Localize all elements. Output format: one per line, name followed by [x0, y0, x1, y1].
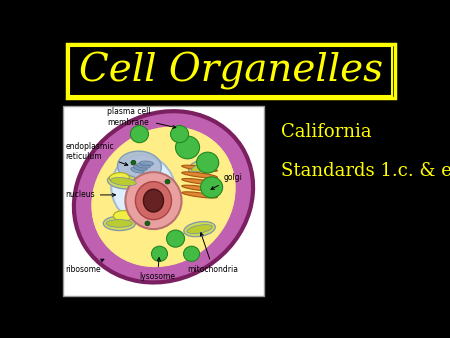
- Text: nucleus: nucleus: [65, 190, 116, 199]
- FancyBboxPatch shape: [69, 46, 392, 96]
- Ellipse shape: [108, 174, 139, 189]
- Text: endoplasmic
reticulum: endoplasmic reticulum: [65, 142, 128, 166]
- Ellipse shape: [126, 172, 181, 229]
- Ellipse shape: [111, 155, 176, 223]
- Ellipse shape: [182, 172, 217, 178]
- Text: lysosome: lysosome: [140, 258, 176, 281]
- Ellipse shape: [197, 152, 219, 173]
- Ellipse shape: [165, 179, 170, 184]
- Ellipse shape: [182, 185, 217, 191]
- Text: mitochondria: mitochondria: [188, 233, 239, 273]
- Ellipse shape: [104, 216, 135, 231]
- Ellipse shape: [145, 221, 150, 226]
- Ellipse shape: [189, 158, 219, 175]
- Ellipse shape: [134, 165, 147, 171]
- Ellipse shape: [192, 161, 216, 172]
- Ellipse shape: [86, 122, 241, 272]
- Text: golgi: golgi: [211, 173, 243, 189]
- Ellipse shape: [74, 111, 253, 283]
- Text: ribosome: ribosome: [65, 259, 104, 273]
- Ellipse shape: [182, 178, 217, 185]
- Text: Cell Organelles: Cell Organelles: [79, 52, 382, 90]
- Ellipse shape: [184, 246, 200, 261]
- Text: California: California: [281, 123, 372, 141]
- Ellipse shape: [144, 189, 163, 212]
- FancyBboxPatch shape: [67, 45, 395, 98]
- Ellipse shape: [135, 182, 171, 220]
- Ellipse shape: [176, 136, 200, 159]
- Ellipse shape: [140, 161, 153, 166]
- Text: Standards 1.c. & e.: Standards 1.c. & e.: [281, 162, 450, 180]
- Ellipse shape: [182, 192, 217, 198]
- Ellipse shape: [92, 127, 235, 266]
- Ellipse shape: [111, 177, 136, 186]
- Ellipse shape: [182, 165, 217, 171]
- Ellipse shape: [131, 167, 144, 173]
- FancyBboxPatch shape: [63, 105, 264, 296]
- Ellipse shape: [106, 220, 132, 227]
- Ellipse shape: [131, 160, 136, 165]
- Ellipse shape: [184, 222, 215, 237]
- Ellipse shape: [130, 126, 148, 143]
- Ellipse shape: [171, 126, 189, 143]
- Ellipse shape: [136, 163, 150, 168]
- Ellipse shape: [117, 151, 162, 182]
- Text: plasma cell
membrane: plasma cell membrane: [108, 107, 176, 128]
- Ellipse shape: [166, 230, 184, 247]
- Ellipse shape: [109, 173, 130, 183]
- Ellipse shape: [152, 246, 167, 261]
- Ellipse shape: [187, 225, 212, 234]
- Ellipse shape: [201, 177, 223, 198]
- Ellipse shape: [113, 211, 133, 221]
